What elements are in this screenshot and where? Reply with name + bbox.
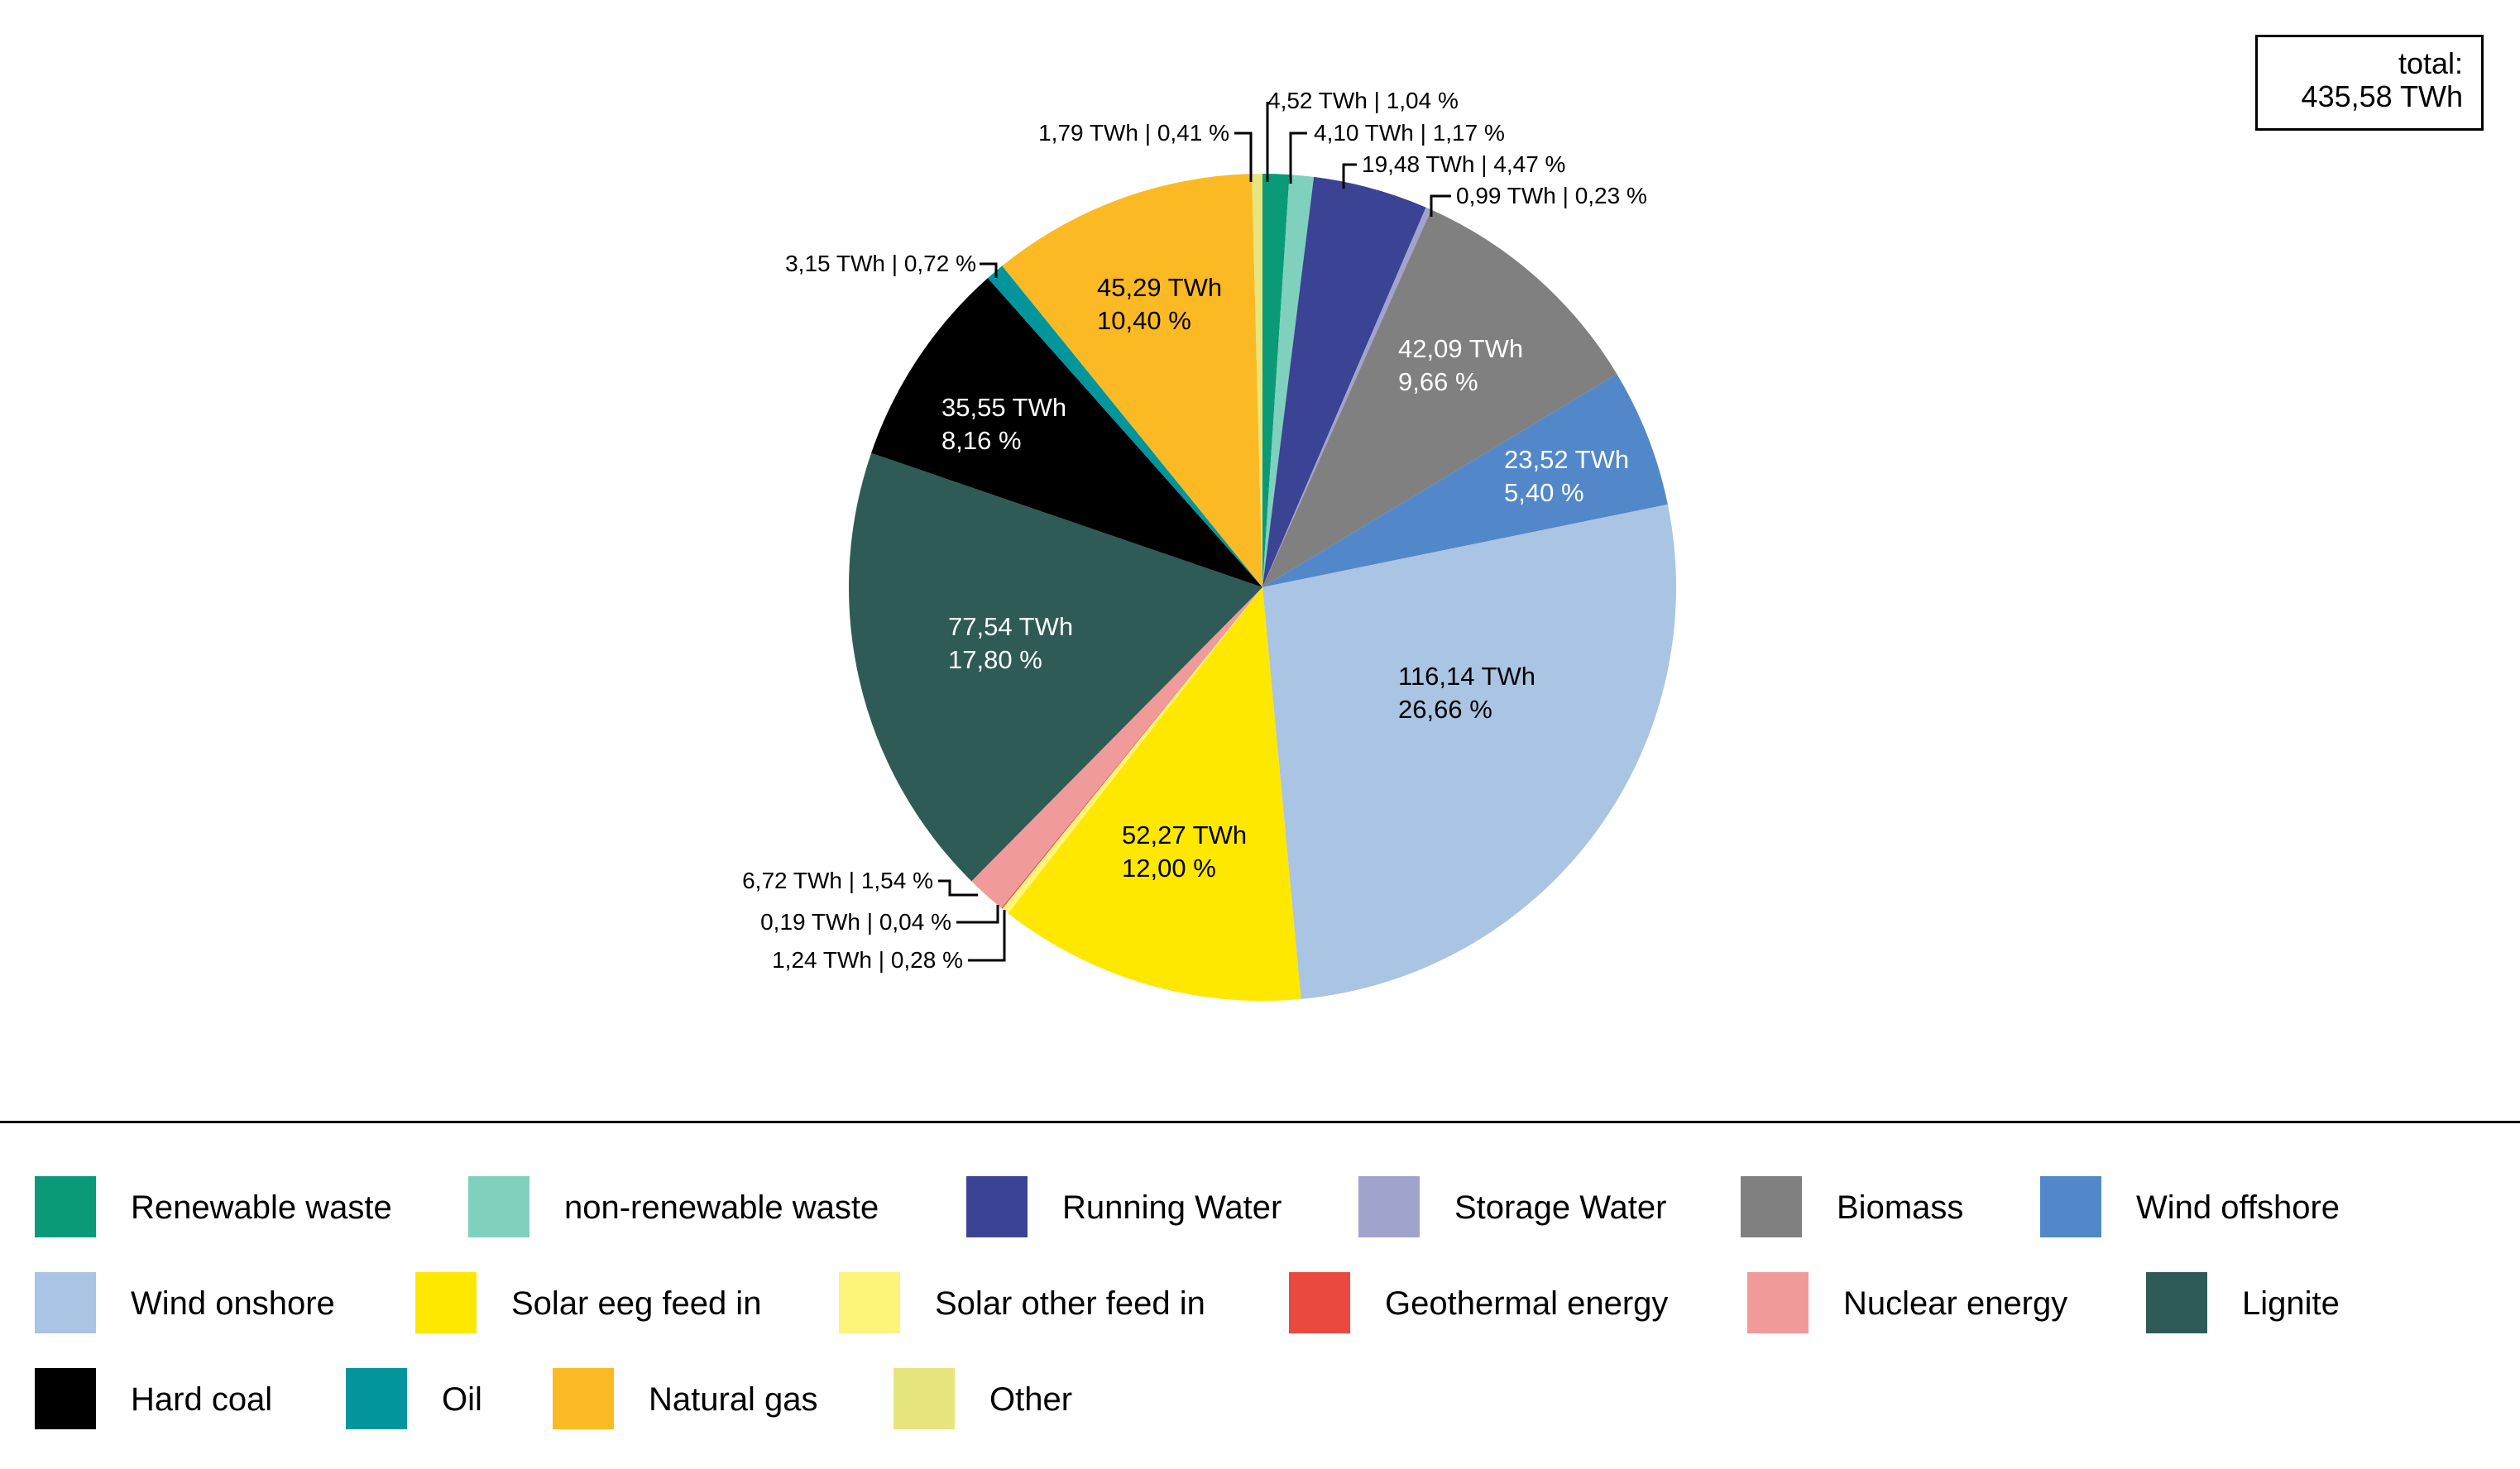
leader-line-non-renewable-waste: [1289, 132, 1307, 184]
pie-slice-natural-gas: [1002, 174, 1262, 588]
slice-label-other: 1,79 TWh | 0,41 %: [1038, 120, 1229, 146]
legend-swatch: [839, 1272, 900, 1333]
total-value: 435,58 TWh: [2301, 79, 2463, 113]
legend-label: non-renewable waste: [564, 1189, 879, 1226]
pie-slice-renewable-waste: [1262, 174, 1290, 587]
legend-swatch: [35, 1368, 96, 1429]
legend-label: Hard coal: [131, 1381, 273, 1418]
total-label: total:: [2398, 46, 2463, 80]
pie-chart: 4,52 TWh | 1,04 % 4,10 TWh | 1,17 % 19,48 …: [742, 88, 1677, 1001]
legend-label: Storage Water: [1454, 1189, 1667, 1226]
slice-label-solar-other-feed-in: 1,24 TWh | 0,28 %: [772, 947, 963, 973]
slice-label-renewable-waste: 4,52 TWh | 1,04 %: [1267, 88, 1459, 113]
legend-divider: [0, 1121, 2520, 1123]
slice-label-wind-onshore: 116,14 TWh 26,66 %: [1398, 662, 1535, 724]
pie-slice-wind-onshore: [1262, 504, 1677, 999]
leader-line-other: [1234, 132, 1253, 182]
legend-swatch: [2146, 1272, 2207, 1333]
legend-swatch: [1358, 1176, 1420, 1237]
pie-slice-wind-offshore: [1262, 374, 1668, 587]
slice-label-wind-offshore: 23,52 TWh 5,40 %: [1504, 445, 1629, 507]
pie-slice-biomass: [1262, 209, 1617, 587]
legend-label: Nuclear energy: [1843, 1285, 2068, 1322]
pie-slice-hard-coal: [871, 278, 1262, 587]
legend-label: Geothermal energy: [1385, 1285, 1669, 1322]
legend-label: Wind onshore: [131, 1285, 335, 1322]
legend-label: Other: [989, 1381, 1073, 1418]
pie-slice-running-water: [1262, 176, 1426, 587]
slice-label-lignite: 77,54 TWh 17,80 %: [948, 612, 1073, 674]
leader-line-solar-other-feed-in: [968, 910, 1006, 962]
legend-swatch: [346, 1368, 407, 1429]
legend-label: Solar eeg feed in: [511, 1285, 762, 1322]
legend-swatch: [893, 1368, 955, 1429]
pie-slice-other: [1252, 174, 1262, 587]
pie-slices: [849, 174, 1677, 1001]
pie-slice-solar-eeg-feed-in: [1008, 587, 1301, 1001]
pie-labels: 4,52 TWh | 1,04 % 4,10 TWh | 1,17 % 19,48 …: [742, 88, 1647, 973]
legend-label: Running Water: [1062, 1189, 1282, 1226]
pie-slice-oil: [987, 266, 1262, 587]
legend-label: Solar other feed in: [935, 1285, 1205, 1322]
legend-label: Natural gas: [649, 1381, 818, 1418]
legend-swatch: [553, 1368, 614, 1429]
slice-label-nuclear-energy: 6,72 TWh | 1,54 %: [742, 868, 933, 893]
legend-swatch: [468, 1176, 529, 1237]
legend-label: Renewable waste: [131, 1189, 392, 1226]
slice-label-natural-gas: 45,29 TWh 10,40 %: [1097, 273, 1222, 335]
pie-slice-solar-other-feed-in: [1002, 587, 1262, 914]
legend-swatch: [35, 1272, 96, 1333]
pie-slice-storage-water: [1262, 207, 1432, 587]
leader-line-nuclear-energy: [938, 879, 978, 897]
leader-line-geothermal-energy: [956, 905, 999, 924]
legend-swatch: [1289, 1272, 1350, 1333]
pie-slice-nuclear-energy: [971, 587, 1262, 908]
legend-swatch: [415, 1272, 477, 1333]
slice-label-hard-coal: 35,55 TWh 8,16 %: [941, 393, 1066, 455]
legend-swatch: [1747, 1272, 1809, 1333]
pie-slice-geothermal-energy: [1001, 587, 1262, 909]
legend-label: Lignite: [2242, 1285, 2340, 1322]
legend-swatch: [2040, 1176, 2101, 1237]
legend-label: Oil: [442, 1381, 482, 1418]
leader-line-oil: [980, 262, 998, 278]
leader-line-running-water: [1342, 163, 1357, 189]
legend-swatch: [1741, 1176, 1802, 1237]
legend-label: Biomass: [1837, 1189, 1964, 1226]
slice-label-biomass: 42,09 TWh 9,66 %: [1398, 334, 1523, 396]
leader-line-storage-water: [1430, 194, 1451, 217]
legend-swatch: [35, 1176, 96, 1237]
total-box: total: 435,58 TWh: [2255, 35, 2484, 131]
slice-label-running-water: 19,48 TWh | 4,47 %: [1362, 151, 1565, 177]
pie-slice-non-renewable-waste: [1262, 175, 1315, 587]
pie-slice-lignite: [849, 452, 1262, 882]
slice-label-storage-water: 0,99 TWh | 0,23 %: [1456, 183, 1647, 208]
legend-label: Wind offshore: [2136, 1189, 2340, 1226]
slice-label-oil: 3,15 TWh | 0,72 %: [785, 251, 976, 276]
slice-label-geothermal-energy: 0,19 TWh | 0,04 %: [760, 909, 951, 935]
legend-swatch: [966, 1176, 1028, 1237]
slice-label-non-renewable-waste: 4,10 TWh | 1,17 %: [1314, 120, 1505, 146]
slice-label-solar-eeg-feed-in: 52,27 TWh 12,00 %: [1122, 821, 1247, 883]
